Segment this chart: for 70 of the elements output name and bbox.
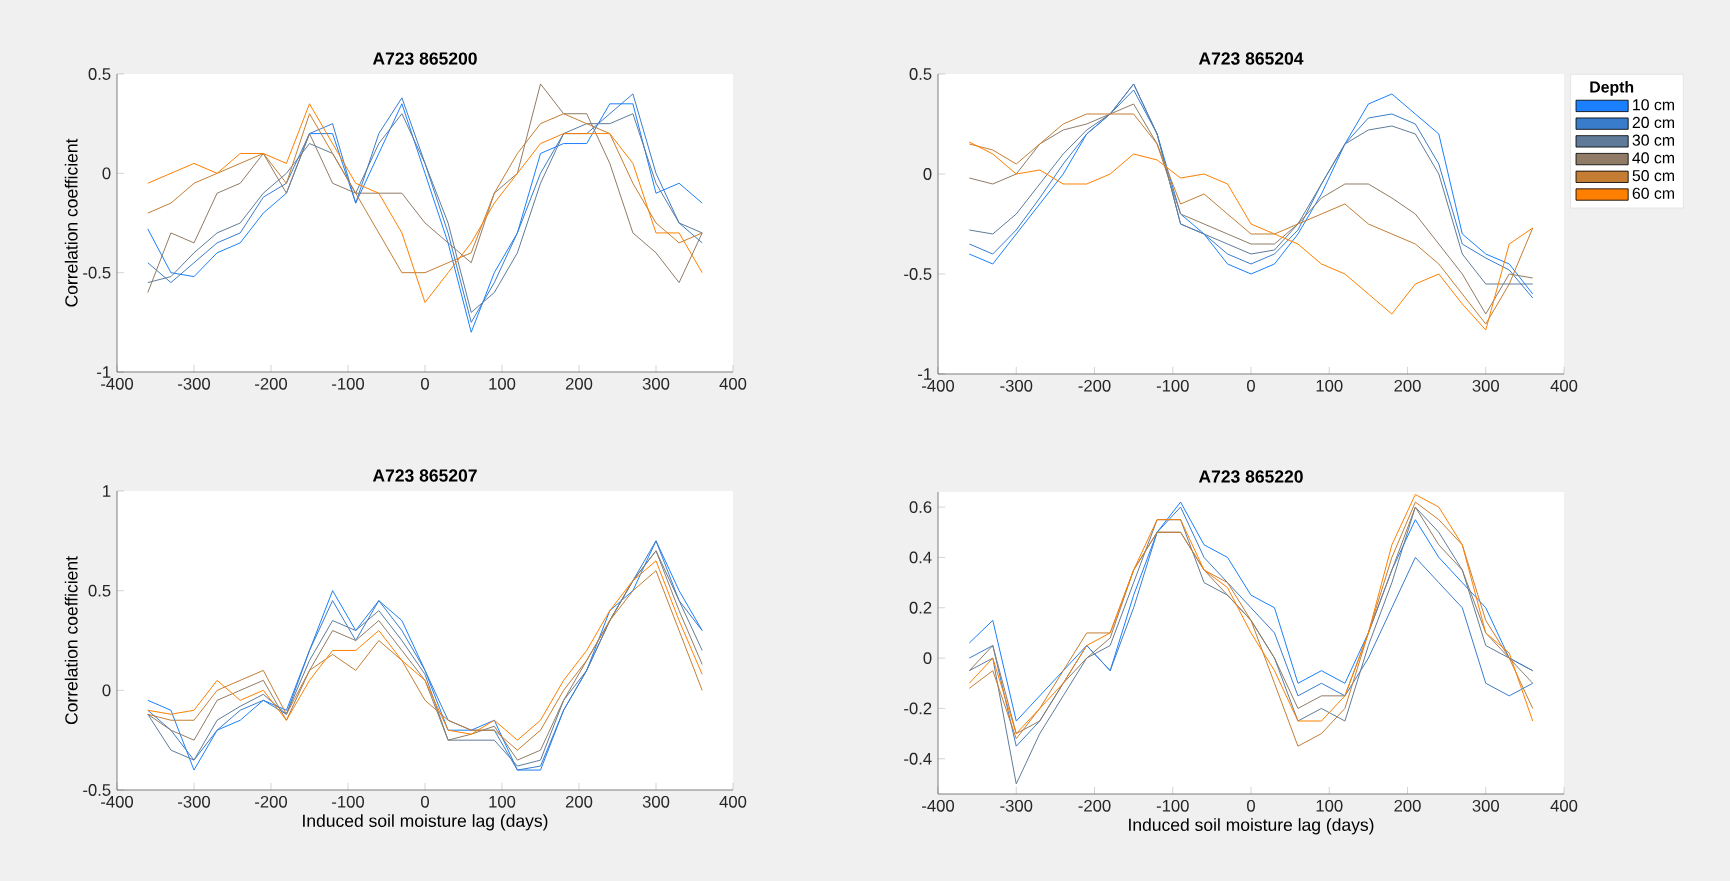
y-tick-label: 0.5: [88, 584, 111, 597]
x-tick-label: -400: [101, 795, 134, 808]
y-tick-label: -0.5: [83, 784, 111, 796]
x-tick-label: -100: [332, 377, 365, 390]
y-tick-label: -1: [97, 366, 111, 378]
x-tick-label: -300: [178, 377, 211, 390]
legend-title: Depth: [1590, 81, 1634, 96]
x-tick-label: 0: [421, 795, 429, 808]
x-tick-label: 100: [489, 377, 516, 390]
y-tick-label: -1: [918, 368, 932, 380]
x-tick-label: 0: [1247, 379, 1255, 392]
y-tick-label: 0.2: [909, 601, 932, 614]
chart-title: A723 865204: [1198, 52, 1304, 65]
y-tick-label: -0.2: [904, 702, 932, 715]
x-tick-label: -200: [255, 795, 288, 808]
y-tick-label: 0: [923, 168, 932, 180]
legend-label: 20 cm: [1632, 116, 1674, 129]
x-tick-label: -200: [1078, 379, 1111, 392]
x-tick-label: -300: [1000, 799, 1033, 812]
x-tick-label: 100: [489, 795, 516, 808]
x-tick-label: 200: [565, 795, 593, 808]
y-tick-label: 0: [102, 167, 111, 180]
x-tick-label: 100: [1316, 379, 1343, 392]
y-tick-label: -0.5: [83, 266, 111, 279]
x-axis-title: Induced soil moisture lag (days): [1129, 818, 1374, 835]
x-tick-label: 400: [719, 377, 747, 390]
x-tick-label: 0: [421, 377, 429, 390]
x-tick-label: -400: [101, 377, 134, 390]
x-tick-label: 200: [565, 377, 593, 390]
x-tick-label: 100: [1316, 799, 1343, 812]
x-tick-label: -100: [1156, 379, 1189, 392]
y-tick-label: 0: [102, 684, 111, 697]
y-tick-label: 0: [923, 652, 932, 664]
x-axis-title: Induced soil moisture lag (days): [303, 814, 548, 831]
chart-title: A723 865220: [1198, 470, 1303, 483]
legend-label: 50 cm: [1632, 170, 1674, 182]
legend-label: 30 cm: [1632, 134, 1674, 146]
x-tick-label: 400: [1550, 799, 1578, 812]
x-tick-label: 400: [1550, 379, 1578, 392]
y-axis-title: Correlation coefficient: [64, 138, 78, 307]
y-tick-label: 0.5: [909, 68, 932, 80]
chart-title: A723 865200: [372, 52, 477, 65]
x-tick-label: 0: [1247, 799, 1255, 812]
x-tick-label: 300: [642, 377, 670, 390]
x-tick-label: 300: [1472, 799, 1500, 812]
x-tick-label: -400: [922, 379, 955, 392]
y-tick-label: -0.4: [904, 752, 932, 765]
line-series: [968, 141, 1534, 331]
y-tick-label: 1: [103, 485, 111, 497]
x-tick-label: -400: [922, 799, 955, 812]
y-tick-label: 0.6: [909, 501, 932, 513]
x-tick-label: -100: [1156, 799, 1189, 812]
legend-label: 10 cm: [1633, 99, 1674, 111]
chart-title: A723 865207: [372, 469, 477, 482]
x-tick-label: 300: [642, 795, 670, 808]
y-axis-title: Correlation coefficient: [64, 556, 78, 725]
x-tick-label: 200: [1394, 799, 1421, 812]
y-tick-label: -0.5: [904, 268, 932, 280]
y-tick-label: 0.5: [88, 68, 111, 80]
legend-label: 40 cm: [1632, 152, 1674, 164]
x-tick-label: 400: [719, 795, 747, 808]
x-tick-label: -200: [255, 377, 288, 390]
x-tick-label: -300: [1000, 379, 1033, 392]
x-tick-label: 300: [1472, 379, 1500, 392]
legend-label: 60 cm: [1632, 187, 1674, 199]
y-tick-label: 0.4: [909, 551, 932, 564]
x-tick-label: -200: [1078, 799, 1111, 812]
x-tick-label: 200: [1394, 379, 1421, 392]
x-tick-label: -300: [178, 795, 211, 808]
x-tick-label: -100: [332, 795, 365, 808]
